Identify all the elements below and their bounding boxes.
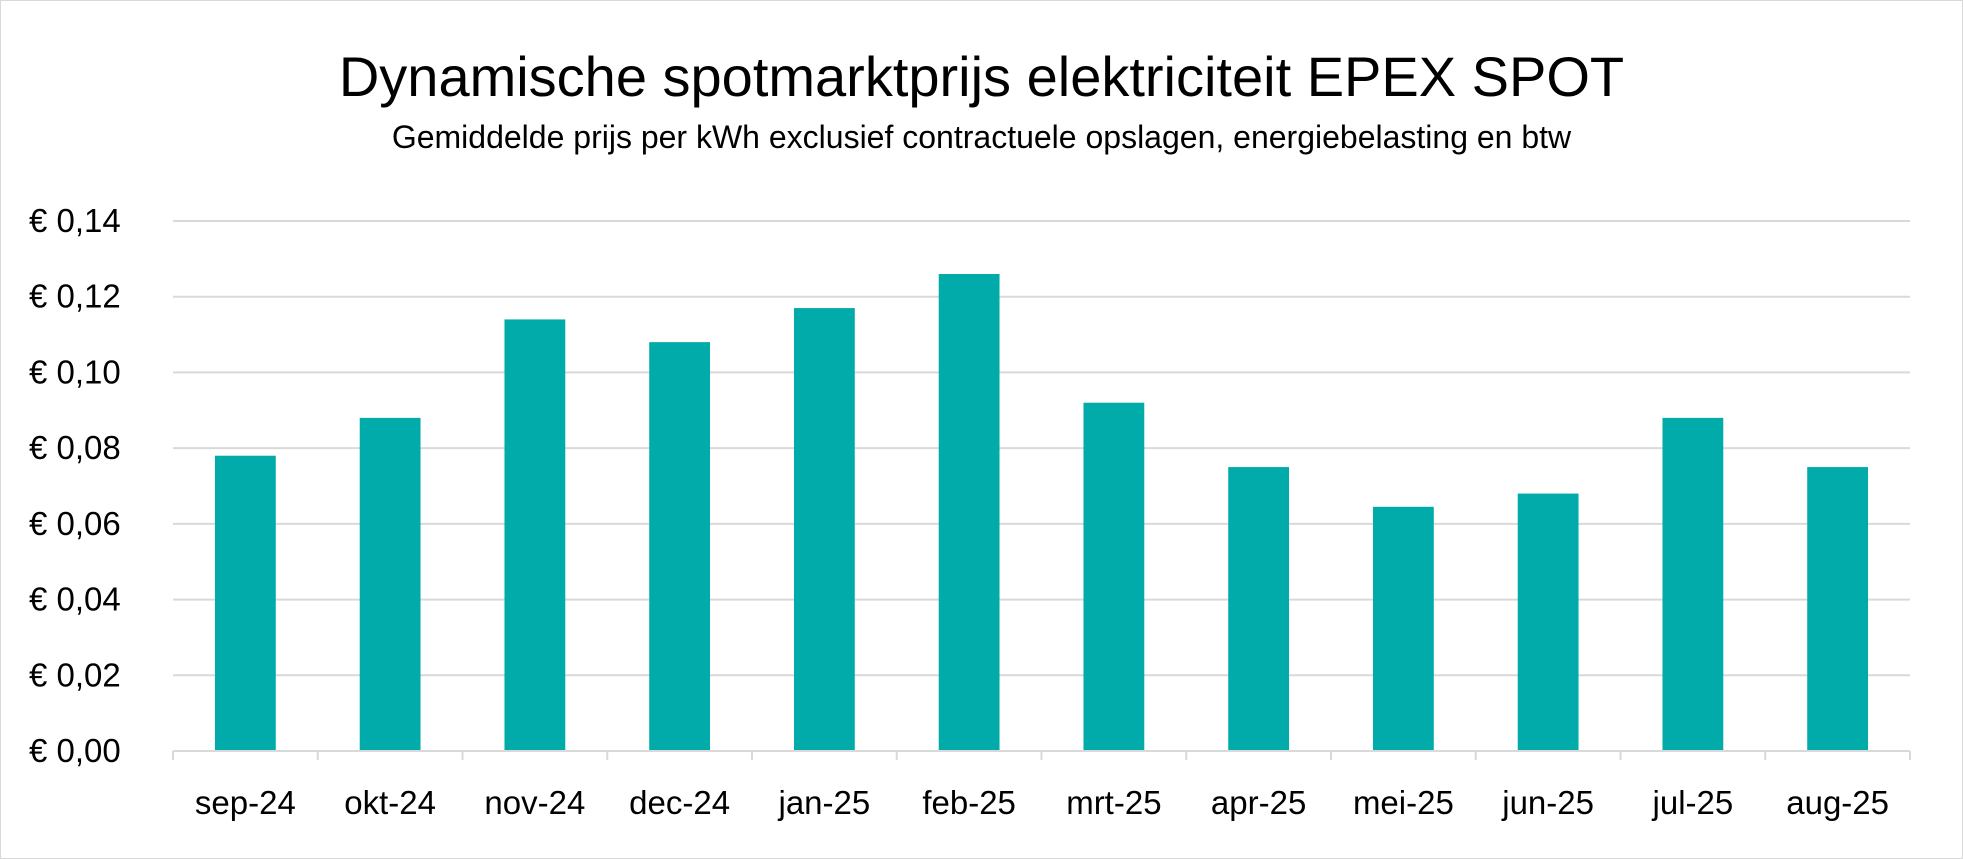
x-tick-label: jul-25 (1652, 784, 1734, 821)
bar-jul-25 (1662, 417, 1724, 751)
x-tick-label: sep-24 (195, 784, 296, 821)
y-tick-label: € 0,10 (29, 353, 121, 390)
bar-nov-24 (504, 319, 566, 751)
bar-mei-25 (1372, 506, 1434, 751)
y-tick-label: € 0,12 (29, 278, 121, 315)
bar-okt-24 (359, 417, 421, 751)
bar-apr-25 (1228, 467, 1290, 751)
x-axis-tick-labels: sep-24 okt-24 nov-24 dec-24 jan-25 feb-25 mrt-… (195, 784, 1889, 821)
bar-mrt-25 (1083, 402, 1145, 751)
bars (214, 274, 1869, 751)
x-tick-label: mei-25 (1353, 784, 1454, 821)
y-axis-tick-labels: € 0,00 € 0,02 € 0,04 € 0,06 € 0,08 € 0,10 € 0,… (29, 202, 121, 769)
x-tick-label: apr-25 (1211, 784, 1306, 821)
x-axis (172, 750, 1911, 760)
x-tick-label: aug-25 (1786, 784, 1889, 821)
x-tick-label: mrt-25 (1066, 784, 1161, 821)
bar-sep-24 (214, 455, 276, 751)
x-tick-label: nov-24 (484, 784, 585, 821)
y-tick-label: € 0,08 (29, 429, 121, 466)
x-tick-label: dec-24 (629, 784, 730, 821)
bar-jun-25 (1517, 493, 1579, 751)
bar-dec-24 (649, 342, 711, 751)
chart-subtitle: Gemiddelde prijs per kWh exclusief contr… (391, 119, 1572, 155)
bar-aug-25 (1807, 467, 1869, 751)
x-tick-label: jan-25 (778, 784, 871, 821)
y-tick-label: € 0,02 (29, 656, 121, 693)
bar-feb-25 (938, 274, 1000, 751)
y-tick-label: € 0,04 (29, 581, 121, 618)
gridlines (173, 220, 1910, 677)
x-tick-label: jun-25 (1501, 784, 1594, 821)
y-tick-label: € 0,14 (29, 202, 121, 239)
x-tick-label: feb-25 (922, 784, 1016, 821)
y-tick-label: € 0,06 (29, 505, 121, 542)
y-tick-label: € 0,00 (29, 732, 121, 769)
x-tick-label: okt-24 (344, 784, 436, 821)
bar-jan-25 (793, 308, 855, 751)
chart-title: Dynamische spotmarktprijs elektriciteit … (338, 45, 1625, 108)
